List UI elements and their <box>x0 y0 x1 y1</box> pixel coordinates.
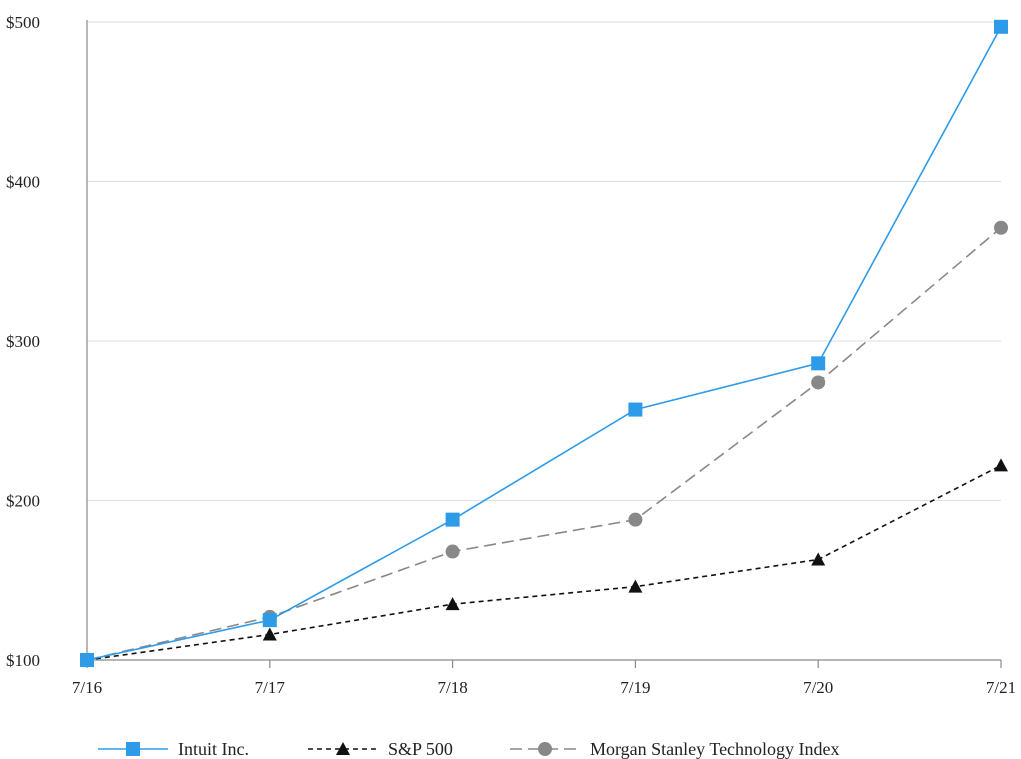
data-point-intuit-inc <box>628 402 643 417</box>
data-point-s-p-500 <box>811 552 826 566</box>
legend-item-s-p-500: S&P 500 <box>308 739 453 759</box>
series-morgan-stanley-technology-index <box>80 220 1008 667</box>
data-point-s-p-500 <box>445 597 460 611</box>
x-tick-label: 7/20 <box>803 678 833 697</box>
y-tick-label: $400 <box>6 173 40 192</box>
legend-item-morgan-stanley-technology-index: Morgan Stanley Technology Index <box>510 739 840 759</box>
y-tick-label: $200 <box>6 492 40 511</box>
data-point-morgan-stanley-technology-index <box>994 220 1008 235</box>
data-point-intuit-inc <box>262 613 277 628</box>
y-tick-label: $100 <box>6 651 40 670</box>
data-point-morgan-stanley-technology-index <box>811 375 826 390</box>
x-tick-label: 7/16 <box>72 678 102 697</box>
series-line-intuit-inc <box>86 26 1002 661</box>
x-tick-label: 7/17 <box>255 678 286 697</box>
x-axis-tick-labels: 7/16 7/17 7/18 7/19 7/20 7/21 <box>72 678 1016 697</box>
y-tick-label: $300 <box>6 332 40 351</box>
gridlines <box>87 21 1001 501</box>
data-point-intuit-inc <box>445 512 460 527</box>
axes <box>86 20 1002 668</box>
legend-marker <box>126 742 140 756</box>
legend-marker <box>538 742 552 756</box>
y-tick-label: $500 <box>6 13 40 32</box>
legend-item-intuit-inc: Intuit Inc. <box>98 739 249 759</box>
legend: Intuit Inc. S&P 500 Morgan Stanley Technol… <box>98 739 840 759</box>
legend-label: Morgan Stanley Technology Index <box>590 739 840 759</box>
data-point-s-p-500 <box>994 458 1008 472</box>
series-lines <box>80 19 1008 667</box>
data-point-intuit-inc <box>994 19 1008 34</box>
data-point-morgan-stanley-technology-index <box>445 544 460 559</box>
y-axis-tick-labels: $100 $200 $300 $400 $500 <box>6 13 40 670</box>
series-line-morgan-stanley-technology-index <box>86 227 1002 661</box>
data-point-s-p-500 <box>262 627 277 641</box>
x-tick-label: 7/18 <box>437 678 467 697</box>
data-point-morgan-stanley-technology-index <box>628 512 643 527</box>
legend-marker <box>336 742 350 755</box>
series-intuit-inc <box>80 19 1008 667</box>
series-s-p-500 <box>80 458 1008 666</box>
data-point-s-p-500 <box>628 579 643 593</box>
data-point-intuit-inc <box>80 653 94 667</box>
x-tick-label: 7/21 <box>986 678 1016 697</box>
series-line-s-p-500 <box>86 464 1002 661</box>
legend-label: Intuit Inc. <box>178 739 249 759</box>
data-point-intuit-inc <box>811 356 826 371</box>
legend-label: S&P 500 <box>388 739 453 759</box>
x-tick-label: 7/19 <box>620 678 650 697</box>
